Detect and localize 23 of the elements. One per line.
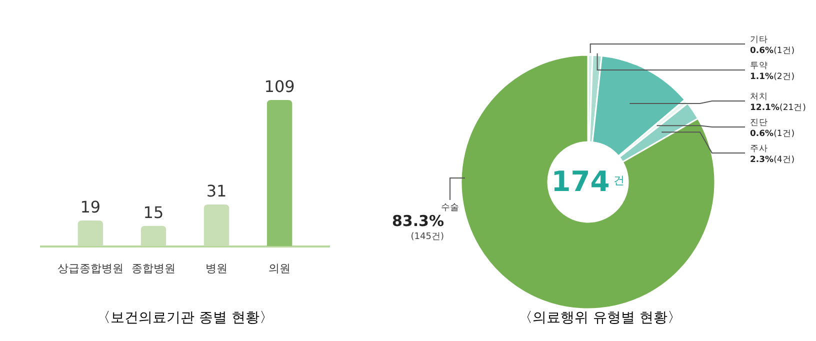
x-tick-label: 종합병원: [131, 262, 176, 275]
x-tick-label: 병원: [206, 262, 228, 275]
data-label: 2.3%(4건): [750, 155, 795, 165]
data-label: 19: [80, 198, 101, 217]
text: 174$^{건}$: [551, 165, 625, 198]
slice-label: 주사: [750, 144, 768, 154]
data-label: 1.1%(2건): [750, 72, 795, 82]
data-label: 31: [206, 181, 227, 200]
data-label: 83.3%(145건): [392, 212, 444, 242]
slice-label: 처치: [750, 92, 768, 102]
data-label: 0.6%(1건): [750, 129, 795, 139]
data-label: 15: [143, 202, 164, 222]
data-label: 109: [264, 77, 295, 96]
slice-label: 수술: [441, 203, 459, 213]
slice-label: 진단: [750, 118, 768, 128]
x-tick-label: 의원: [268, 262, 291, 275]
x-tick-label: 상급종합병원: [57, 262, 124, 275]
text: 〈보건의료기관 종별 현황〉: [96, 310, 274, 326]
slice-label: 투약: [750, 61, 768, 71]
slice-label: 기타: [750, 35, 768, 45]
data-label: 0.6%(1건): [750, 46, 795, 56]
data-label: 12.1%(21건): [750, 103, 806, 113]
text: 〈의료행위 유형별 현황〉: [518, 310, 682, 326]
